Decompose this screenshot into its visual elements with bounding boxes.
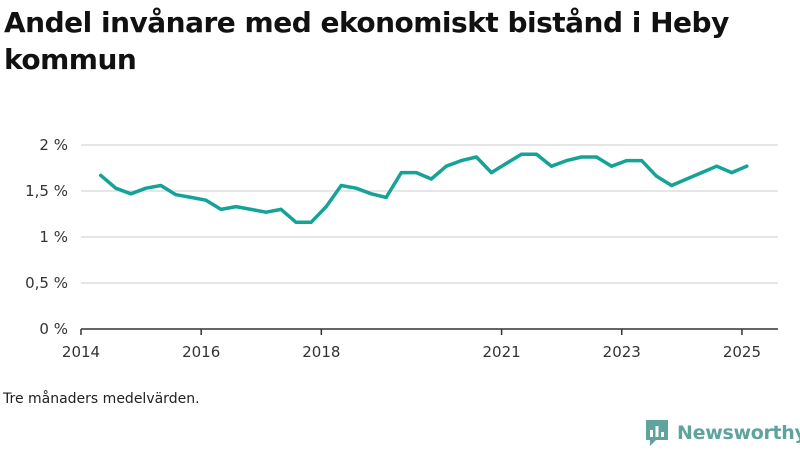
- chart-title: Andel invånare med ekonomiskt bistånd i …: [4, 6, 729, 76]
- data-point: [114, 186, 118, 190]
- data-point: [249, 207, 253, 211]
- data-point: [640, 159, 644, 163]
- y-tick-label: 0 %: [39, 320, 68, 338]
- grid-lines: [81, 144, 778, 284]
- data-point: [354, 186, 358, 190]
- data-point: [264, 210, 268, 214]
- data-point: [624, 159, 629, 163]
- data-point: [384, 195, 388, 200]
- data-point: [655, 174, 659, 178]
- x-tick-label: 2021: [483, 343, 521, 361]
- data-point: [219, 207, 223, 211]
- data-point: [204, 198, 208, 202]
- y-tick-label: 1 %: [39, 228, 68, 246]
- data-point: [670, 183, 674, 188]
- data-point: [730, 171, 734, 175]
- newsworthy-logo-icon: [646, 420, 668, 446]
- data-point: [459, 159, 463, 163]
- data-point: [444, 164, 448, 168]
- data-point: [129, 192, 133, 196]
- data-point: [429, 177, 433, 181]
- x-axis: 2014 2016 2018 2021 2023 2025: [62, 328, 778, 361]
- data-point: [234, 205, 238, 209]
- data-point: [564, 159, 569, 163]
- data-point: [594, 155, 599, 159]
- x-tick-label: 2025: [723, 343, 761, 361]
- data-point: [700, 171, 704, 175]
- data-point: [474, 155, 478, 159]
- x-tick-label: 2023: [603, 343, 641, 361]
- chart-caption: Tre månaders medelvärden.: [3, 391, 200, 407]
- x-tick-label: 2014: [62, 343, 100, 361]
- y-tick-label: 2 %: [39, 136, 68, 154]
- data-point: [144, 186, 148, 190]
- newsworthy-logo: Newsworthy: [644, 418, 800, 448]
- x-tick-label: 2018: [302, 343, 340, 361]
- data-point: [399, 171, 403, 175]
- y-axis: 0 % 0,5 % 1 % 1,5 % 2 %: [25, 136, 68, 338]
- y-tick-label: 1,5 %: [25, 182, 68, 200]
- data-point: [579, 155, 584, 159]
- data-point: [159, 183, 163, 188]
- data-point: [685, 177, 689, 181]
- y-tick-label: 0,5 %: [25, 274, 68, 292]
- data-point: [369, 192, 373, 196]
- series-layer: [99, 152, 749, 225]
- data-point: [609, 164, 614, 168]
- data-point: [534, 152, 539, 156]
- data-point: [504, 161, 509, 165]
- data-point: [549, 164, 554, 168]
- data-point: [174, 193, 178, 197]
- data-point: [414, 171, 418, 175]
- data-point: [189, 195, 193, 200]
- series-line: [99, 152, 749, 225]
- x-tick-label: 2016: [182, 343, 220, 361]
- data-point: [489, 171, 493, 175]
- data-point: [99, 173, 103, 177]
- data-point: [309, 220, 313, 224]
- data-point: [324, 205, 328, 209]
- data-point: [745, 164, 749, 168]
- data-point: [715, 164, 719, 168]
- data-point: [519, 152, 524, 156]
- data-point: [294, 220, 298, 224]
- line-chart: 0 % 0,5 % 1 % 1,5 % 2 % 2014 2016 2018 2021 2023…: [25, 136, 778, 361]
- brand-name: Newsworthy: [677, 422, 800, 444]
- data-point: [339, 183, 343, 188]
- data-point: [279, 207, 283, 211]
